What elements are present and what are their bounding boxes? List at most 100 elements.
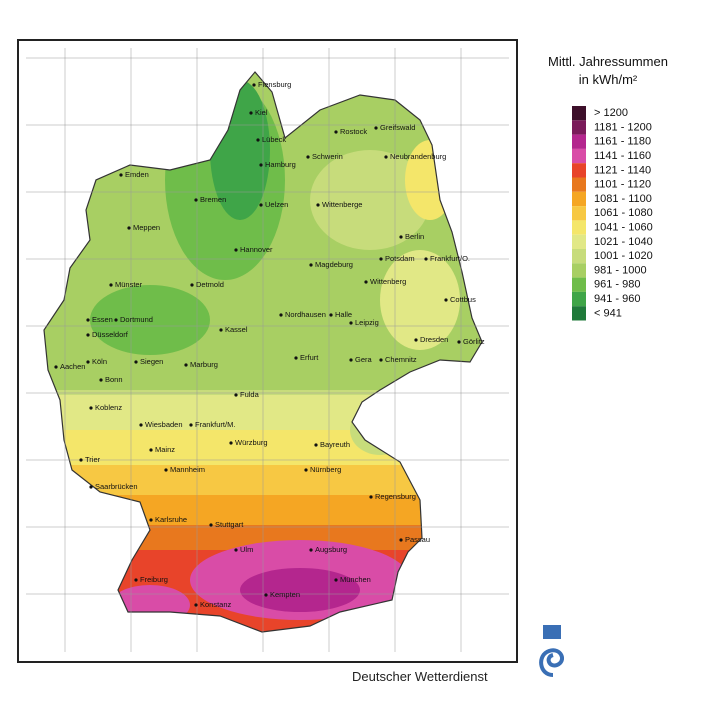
city-label: Wittenberg	[370, 277, 406, 286]
city-label: Detmold	[196, 280, 224, 289]
legend-label: 1041 - 1060	[594, 221, 653, 233]
map-grid	[26, 48, 509, 652]
legend-label: < 941	[594, 307, 622, 319]
city-label: Görlitz	[463, 337, 485, 346]
city-dot	[184, 363, 188, 367]
city-dot	[334, 130, 338, 134]
city-label: Gera	[355, 355, 373, 364]
city-dot	[249, 111, 253, 115]
city-label: Potsdam	[385, 254, 415, 263]
legend-swatch	[572, 148, 586, 164]
city-dot	[234, 548, 238, 552]
city-dot	[256, 138, 260, 142]
city-label: Bonn	[105, 375, 123, 384]
city-label: Stuttgart	[215, 520, 244, 529]
city-label: Neubrandenburg	[390, 152, 446, 161]
city-dot	[127, 226, 131, 230]
city-label: Lübeck	[262, 135, 286, 144]
border	[43, 71, 483, 633]
legend-label: > 1200	[594, 107, 628, 119]
city-label: Freiburg	[140, 575, 168, 584]
city-dot	[134, 360, 138, 364]
legend-swatch	[572, 177, 586, 192]
city-dot	[234, 393, 238, 397]
city-dot	[304, 468, 308, 472]
city-label: Rostock	[340, 127, 367, 136]
city-dot	[314, 443, 318, 447]
city-dot	[444, 298, 448, 302]
city-label: Fulda	[240, 390, 260, 399]
city-label: Siegen	[140, 357, 163, 366]
city-label: Köln	[92, 357, 107, 366]
city-dot	[316, 203, 320, 207]
city-dot	[364, 280, 368, 284]
city-label: Erfurt	[300, 353, 319, 362]
city-label: Kempten	[270, 590, 300, 599]
legend-swatch	[572, 106, 586, 121]
city-label: Schwerin	[312, 152, 343, 161]
city-dot	[114, 318, 118, 322]
legend-title: Mittl. Jahressummen	[548, 54, 668, 69]
legend-label: 1181 - 1200	[594, 121, 652, 133]
city-dot	[209, 523, 213, 527]
city-dot	[139, 423, 143, 427]
legend-swatch	[572, 263, 586, 278]
city-label: Düsseldorf	[92, 330, 129, 339]
dwd-logo	[539, 625, 565, 677]
city-label: Trier	[85, 455, 101, 464]
city-label: Hannover	[240, 245, 273, 254]
city-label: Frankfurt/O.	[430, 254, 470, 263]
city-label: Dresden	[420, 335, 448, 344]
city-label: Marburg	[190, 360, 218, 369]
city-dot	[189, 423, 193, 427]
city-label: Greifswald	[380, 123, 415, 132]
city-dot	[109, 283, 113, 287]
legend-swatch	[572, 291, 586, 307]
city-label: Cottbus	[450, 295, 476, 304]
city-dot	[99, 378, 103, 382]
city-dot	[329, 313, 333, 317]
city-dot	[457, 340, 461, 344]
city-dot	[164, 468, 168, 472]
city-dot	[219, 328, 223, 332]
footer: Deutscher Wetterdienst	[352, 669, 488, 684]
legend-swatch	[572, 306, 586, 321]
legend-label: 961 - 980	[594, 279, 640, 291]
city-label: Passau	[405, 535, 430, 544]
city-label: Regensburg	[375, 492, 416, 501]
city-dot	[309, 548, 313, 552]
city-dot	[369, 495, 373, 499]
legend-label: 1021 - 1040	[594, 236, 653, 248]
city-label: Mannheim	[170, 465, 205, 474]
city-label: Mainz	[155, 445, 175, 454]
legend-label: 1141 - 1160	[594, 150, 651, 162]
city-label: Bayreuth	[320, 440, 350, 449]
city-label: Magdeburg	[315, 260, 353, 269]
city-label: Hamburg	[265, 160, 296, 169]
city-label: Wiesbaden	[145, 420, 183, 429]
city-dot	[279, 313, 283, 317]
city-dot	[86, 318, 90, 322]
city-label: Meppen	[133, 223, 160, 232]
legend-label: 941 - 960	[594, 293, 640, 305]
city-dot	[349, 358, 353, 362]
city-dot	[119, 173, 123, 177]
city-dot	[259, 163, 263, 167]
city-dot	[149, 448, 153, 452]
city-label: Ulm	[240, 545, 253, 554]
city-label: Koblenz	[95, 403, 122, 412]
city-label: Konstanz	[200, 600, 232, 609]
city-dot	[379, 257, 383, 261]
legend-label: 1161 - 1180	[594, 136, 651, 148]
legend-title: in kWh/m²	[579, 72, 638, 87]
legend-swatch	[572, 249, 586, 264]
city-dot	[424, 257, 428, 261]
legend-label: 1081 - 1100	[594, 193, 652, 205]
city-label: Münster	[115, 280, 143, 289]
city-label: Chemnitz	[385, 355, 417, 364]
city-dot	[54, 365, 58, 369]
city-label: Augsburg	[315, 545, 347, 554]
legend-swatch	[572, 163, 586, 178]
city-label: Karlsruhe	[155, 515, 187, 524]
